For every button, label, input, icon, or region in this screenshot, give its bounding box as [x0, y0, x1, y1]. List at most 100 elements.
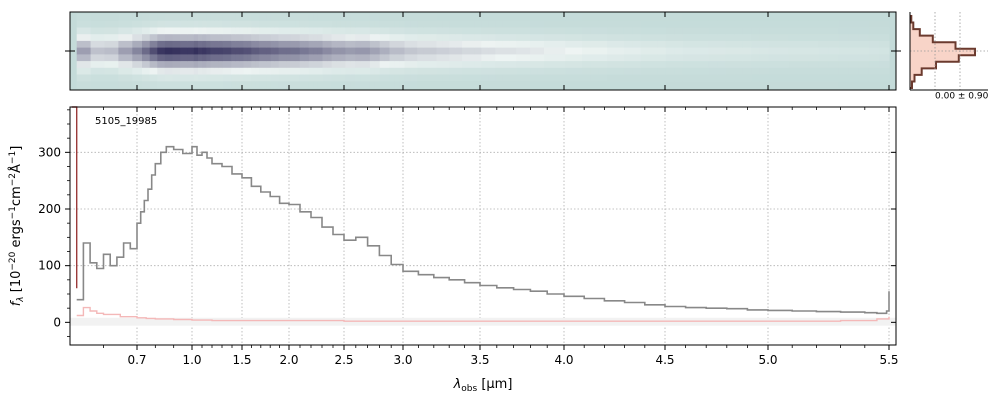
spectrum-2d-pixel [290, 81, 296, 89]
spectrum-2d-pixel [365, 81, 371, 89]
spectrum-2d-pixel [818, 27, 830, 35]
spectrum-2d-pixel [462, 40, 470, 48]
spectrum-2d-pixel [725, 47, 735, 55]
spectrum-2d-pixel [206, 74, 212, 82]
spectrum-2d-pixel [404, 81, 412, 89]
spectrum-2d-pixel [530, 27, 538, 35]
spectrum-2d-pixel [299, 27, 305, 35]
spectrum-2d-pixel [274, 74, 280, 82]
spectrum-2d-pixel [640, 40, 650, 48]
spectrum-2d-pixel [231, 54, 236, 62]
spectrum-2d-pixel [180, 27, 189, 35]
spectrum-2d-panel [65, 11, 901, 91]
spectrum-2d-pixel [674, 61, 684, 69]
spectrum-2d-pixel [417, 27, 425, 35]
y-tick-label: 0 [53, 315, 61, 329]
spectrum-2d-pixel [331, 27, 337, 35]
spectrum-2d-pixel [142, 61, 151, 69]
spectrum-2d-pixel [778, 67, 790, 75]
spectrum-2d-pixel [404, 20, 412, 28]
spectrum-2d-pixel [331, 40, 337, 48]
spectrum-2d-pixel [788, 54, 800, 62]
spectrum-2d-pixel [172, 34, 181, 42]
spectrum-2d-pixel [206, 20, 212, 28]
spectrum-2d-pixel [198, 67, 203, 75]
spectrum-2d-pixel [222, 40, 228, 48]
spectrum-2d-pixel [104, 47, 119, 55]
spectrum-2d-pixel [251, 27, 256, 35]
spectrum-2d-pixel [474, 61, 482, 69]
spectrum-2d-pixel [142, 81, 151, 89]
spectrum-2d-pixel [235, 47, 240, 55]
spectrum-2d-pixel [828, 14, 840, 22]
spectrum-2d-pixel [742, 81, 752, 89]
spectrum-2d-pixel [640, 34, 650, 42]
x-tick-label: 5.0 [758, 353, 777, 367]
spectrum-2d-pixel [423, 74, 431, 82]
spectrum-2d-pixel [399, 14, 406, 22]
spectrum-2d-pixel [340, 67, 347, 75]
spectrum-2d-pixel [657, 81, 667, 89]
spectrum-2d-pixel [251, 20, 256, 28]
spectrum-2d-pixel [308, 81, 314, 89]
spectrum-2d-pixel [759, 47, 770, 55]
spectrum-2d-pixel [682, 54, 692, 62]
spectrum-2d-pixel [691, 20, 701, 28]
spectrum-2d-pixel [270, 67, 276, 75]
spectrum-2d-pixel [468, 81, 476, 89]
spectrum-2d-pixel [198, 27, 203, 35]
spectrum-2d-pixel [365, 47, 371, 55]
spectrum-2d-pixel [278, 81, 284, 89]
spectrum-2d-pixel [198, 74, 203, 82]
spectrum-2d-pixel [286, 40, 292, 48]
spectrum-2d-pixel [235, 27, 240, 35]
spectrum-2d-pixel [76, 47, 92, 55]
spectrum-2d-pixel [436, 54, 444, 62]
spectrum-2d-pixel [270, 47, 276, 55]
spectrum-2d-pixel [76, 20, 92, 28]
spectrum-2d-pixel [565, 54, 575, 62]
spectrum-2d-pixel [206, 27, 212, 35]
spectrum-2d-pixel [868, 47, 880, 55]
spectrum-2d-pixel [350, 40, 356, 48]
spectrum-2d-pixel [157, 20, 166, 28]
spectrum-2d-pixel [537, 67, 545, 75]
spectrum-2d-pixel [449, 47, 457, 55]
spectrum-2d-pixel [231, 40, 236, 48]
spectrum-2d-pixel [187, 54, 195, 62]
spectrum-2d-pixel [751, 27, 761, 35]
spectrum-2d-pixel [640, 14, 650, 22]
spectrum-2d-pixel [632, 14, 642, 22]
x-axis: 0.7 1.0 1.5 2.0 2.5 3.0 3.5 4.0 4.5 5.0 5.5 [103, 107, 899, 367]
spectrum-2d-pixel [430, 40, 438, 48]
spectrum-2d-pixel [90, 54, 106, 62]
spectrum-2d-pixel [449, 40, 457, 48]
spectrum-2d-pixel [295, 67, 301, 75]
spectrum-2d-pixel [417, 74, 425, 82]
spectrum-2d-pixel [251, 47, 256, 55]
spectrum-2d-pixel [274, 67, 280, 75]
spectrum-2d-pixel [255, 74, 260, 82]
spectrum-2d-pixel [399, 74, 406, 82]
spectrum-2d-pixel [615, 47, 625, 55]
spectrum-2d-pixel [247, 74, 252, 82]
spectrum-2d-pixel [164, 14, 174, 22]
spectrum-2d-pixel [266, 74, 272, 82]
spectrum-2d-pixel [516, 34, 524, 42]
spectrum-2d-pixel [365, 34, 371, 42]
spectrum-2d-pixel [360, 20, 366, 28]
spectrum-2d-pixel [313, 40, 319, 48]
spectrum-2d-pixel [590, 74, 600, 82]
spectrum-2d-pixel [278, 67, 284, 75]
spectrum-2d-ticks [65, 12, 901, 90]
spectrum-2d-pixel [198, 47, 203, 55]
spectrum-2d-pixel [640, 74, 650, 82]
spectrum-2d-pixel [481, 20, 489, 28]
spectrum-2d-pixel [118, 81, 133, 89]
spectrum-2d-pixel [523, 81, 531, 89]
spectrum-2d-pixel [299, 74, 305, 82]
spectrum-2d-pixel [214, 67, 220, 75]
spectrum-2d-pixel [198, 40, 203, 48]
spectrum-2d-pixel [274, 34, 280, 42]
spectrum-2d-pixel [355, 14, 361, 22]
